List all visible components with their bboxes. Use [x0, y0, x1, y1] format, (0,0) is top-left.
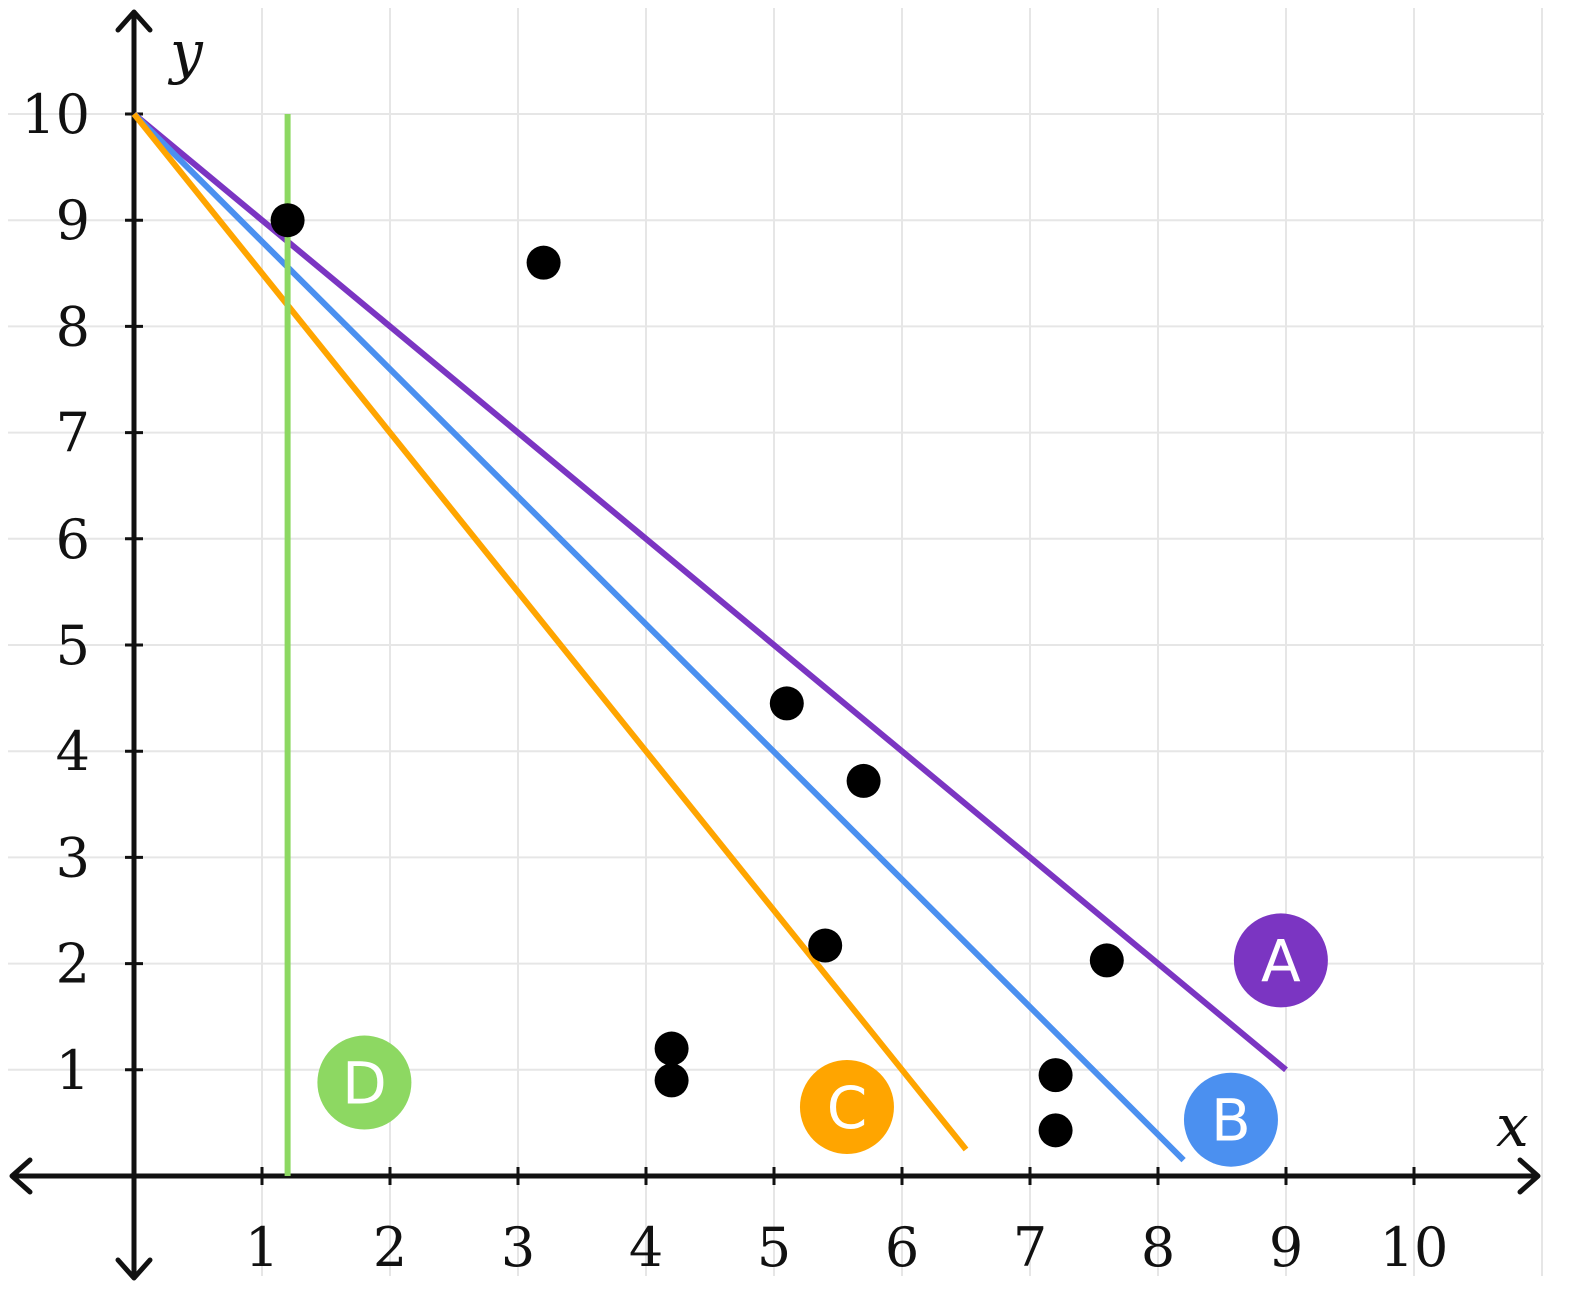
line-badge-circle: [1233, 913, 1328, 1008]
y-tick-label: 8: [56, 295, 90, 358]
line-badge-label: D: [342, 1050, 387, 1118]
line-c: [131, 112, 969, 1152]
line-badge-c: C: [799, 1059, 894, 1154]
line-badge-d: D: [317, 1035, 412, 1130]
line-badge-label: A: [1261, 927, 1301, 995]
y-tick-label: 10: [21, 83, 90, 146]
line-badge-b: B: [1183, 1072, 1278, 1167]
y-tick-label: 1: [56, 1039, 90, 1102]
data-point: [808, 928, 843, 963]
x-tick-label: 3: [501, 1216, 535, 1279]
data-point: [1089, 943, 1124, 978]
series-lines: [131, 111, 1288, 1176]
line-badge-circle: [799, 1059, 894, 1154]
x-tick-label: 7: [1013, 1216, 1047, 1279]
data-point: [1038, 1058, 1073, 1093]
data-point: [270, 203, 305, 238]
x-tick-label: 9: [1269, 1216, 1303, 1279]
line-b: [131, 111, 1186, 1163]
x-tick-label: 2: [373, 1216, 407, 1279]
x-tick-label: 5: [757, 1216, 791, 1279]
data-point: [526, 245, 561, 280]
data-points: [270, 203, 1124, 1148]
line-badge-label: C: [827, 1074, 868, 1142]
x-tick-label: 8: [1141, 1216, 1175, 1279]
y-tick-label: 2: [56, 933, 90, 996]
data-point: [769, 686, 804, 721]
line-badges: A B C D: [317, 913, 1328, 1167]
y-axis-arrow-up: [115, 9, 153, 33]
data-point: [1038, 1113, 1073, 1148]
y-tick-label: 3: [56, 826, 90, 889]
y-tick-label: 4: [56, 720, 90, 783]
x-axis-label: x: [1496, 1092, 1529, 1160]
y-tick-label: 6: [56, 508, 90, 571]
x-axis-arrow-right: [1517, 1157, 1541, 1195]
data-point: [654, 1063, 689, 1098]
y-tick-label: 9: [56, 189, 90, 252]
x-tick-label: 1: [245, 1216, 279, 1279]
x-axis-arrow-left: [9, 1157, 33, 1195]
data-point: [846, 763, 881, 798]
x-tick-label: 6: [885, 1216, 919, 1279]
y-tick-label: 5: [56, 614, 90, 677]
line-a: [132, 111, 1288, 1073]
line-badge-label: B: [1211, 1087, 1251, 1155]
y-axis-arrow-down: [115, 1257, 153, 1281]
line-badge-circle: [1183, 1072, 1278, 1167]
y-axis-label: y: [167, 18, 204, 86]
line-badge-circle: [317, 1035, 412, 1130]
tick-labels: 1 2 3 4 5 6 7 8 9 10 1 2 3 4 5 6 7 8 9 10: [21, 83, 1448, 1279]
line-badge-a: A: [1233, 913, 1328, 1008]
data-point: [654, 1031, 689, 1066]
y-tick-label: 7: [56, 402, 90, 465]
x-tick-label: 10: [1380, 1216, 1449, 1279]
x-tick-label: 4: [629, 1216, 663, 1279]
